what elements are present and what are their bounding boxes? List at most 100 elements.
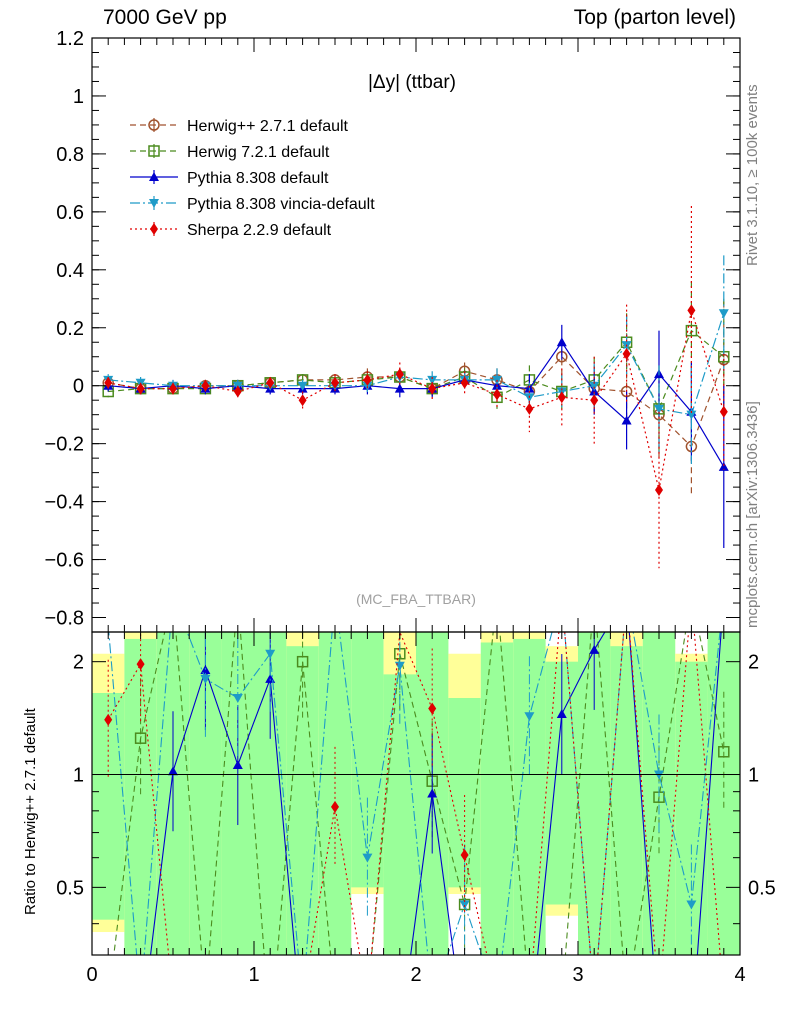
marker-point	[201, 379, 210, 392]
ratio-y-tick-label-right: 1	[748, 765, 759, 787]
ratio-series	[108, 632, 721, 955]
marker-point	[331, 376, 339, 389]
marker-point	[621, 415, 632, 425]
green-band-bin	[675, 661, 708, 955]
marker-point	[149, 172, 159, 181]
legend-label: Herwig 7.2.1 default	[187, 144, 330, 161]
marker-point	[718, 309, 729, 319]
marker-point	[524, 712, 535, 722]
y-tick-label: 0.6	[56, 202, 84, 224]
marker-point	[168, 766, 178, 776]
legend-entry: Pythia 8.308 vincia-default	[130, 196, 375, 213]
header-left: 7000 GeV pp	[103, 6, 227, 29]
x-tick-label: 2	[410, 964, 421, 986]
ratio-y-tick-label: 0.5	[56, 877, 84, 899]
marker-point	[686, 410, 697, 420]
marker-point	[428, 702, 437, 715]
axes-layer: 1.2 1 0.8 0.6 0.4 0.2 0 −0.2 −0.4 −0.6 −0.8 2 2 1 1 0.5…	[45, 28, 776, 986]
x-tick-label: 3	[572, 964, 583, 986]
ratio-clip-group	[104, 632, 730, 955]
marker-point	[265, 649, 276, 659]
marker-point	[557, 391, 566, 404]
marker-point	[362, 853, 373, 863]
series-line	[108, 310, 725, 491]
marker-point	[298, 394, 307, 407]
rivet-label: Rivet 3.1.10, ≥ 100k events	[744, 84, 761, 266]
marker-point	[655, 484, 663, 497]
marker-point	[149, 199, 159, 208]
analysis-label: (MC_FBA_TTBAR)	[356, 591, 476, 607]
green-band-bin	[513, 638, 546, 955]
y-tick-label: 1.2	[56, 28, 84, 50]
marker-point	[589, 386, 600, 396]
header-right: Top (parton level)	[573, 6, 736, 29]
plot-title: |Δy| (ttbar)	[368, 72, 456, 93]
marker-point	[150, 223, 158, 235]
marker-point	[169, 382, 177, 395]
marker-point	[297, 381, 308, 391]
marker-point	[362, 381, 373, 391]
legend-label: Pythia 8.308 vincia-default	[187, 196, 375, 213]
green-band-bin	[610, 646, 643, 955]
ratio-series-line	[108, 632, 721, 955]
marker-point	[460, 848, 469, 861]
marker-point	[556, 337, 567, 347]
legend-label: Herwig++ 2.7.1 default	[187, 118, 349, 135]
green-band-bin	[480, 642, 514, 955]
y-tick-label: 0	[73, 376, 84, 398]
marker-point	[363, 373, 372, 386]
marker-point	[556, 709, 567, 719]
y-tick-label: −0.6	[45, 550, 84, 572]
y-tick-label: −0.2	[45, 434, 84, 456]
marker-point	[687, 304, 696, 317]
marker-point	[718, 746, 730, 758]
green-band-bin	[92, 692, 125, 920]
series-line	[108, 313, 725, 416]
series-line	[108, 355, 725, 448]
ratio-series-layer	[104, 632, 730, 955]
marker-point	[719, 405, 728, 418]
marker-point	[331, 800, 339, 813]
ratio-y-tick-label: 1	[73, 765, 84, 787]
legend-entry: Sherpa 2.2.9 default	[130, 222, 332, 239]
legend-entry: Herwig 7.2.1 default	[130, 144, 330, 161]
ratio-series-line	[150, 632, 722, 955]
marker-point	[590, 394, 599, 407]
x-tick-label: 4	[734, 964, 745, 986]
legend-label: Sherpa 2.2.9 default	[187, 222, 332, 239]
main-series	[104, 206, 728, 569]
marker-point	[686, 900, 697, 910]
ratio-y-tick-label-right: 0.5	[748, 877, 776, 899]
legend-entry: Pythia 8.308 default	[130, 170, 329, 187]
marker-point	[524, 393, 535, 403]
x-tick-label: 0	[86, 964, 97, 986]
y-tick-label: 1	[73, 86, 84, 108]
marker-point	[104, 713, 113, 726]
ratio-y-axis-label: Ratio to Herwig++ 2.7.1 default	[22, 708, 39, 915]
y-tick-label: 0.4	[56, 260, 84, 282]
marker-point	[136, 658, 145, 671]
legend: Herwig++ 2.7.1 default Herwig 7.2.1 defau…	[130, 118, 375, 239]
marker-point	[428, 382, 437, 395]
marker-point	[589, 644, 600, 654]
marker-point	[622, 347, 631, 360]
ratio-series	[104, 632, 721, 955]
marker-point	[654, 404, 664, 414]
x-tick-label: 1	[248, 964, 259, 986]
y-tick-label: −0.4	[45, 492, 84, 514]
marker-point	[148, 119, 160, 131]
ratio-y-tick-label: 2	[73, 652, 84, 674]
marker-point	[525, 402, 534, 415]
marker-point	[427, 375, 438, 385]
marker-point	[589, 381, 600, 391]
y-tick-label: −0.8	[45, 608, 84, 630]
marker-point	[427, 788, 438, 798]
series-line	[108, 341, 725, 468]
marker-point	[718, 461, 729, 471]
marker-point	[296, 655, 309, 668]
marker-point	[232, 694, 243, 704]
marker-point	[200, 674, 211, 684]
marker-point	[233, 385, 242, 398]
legend-entry: Herwig++ 2.7.1 default	[130, 118, 349, 135]
marker-point	[394, 383, 405, 393]
